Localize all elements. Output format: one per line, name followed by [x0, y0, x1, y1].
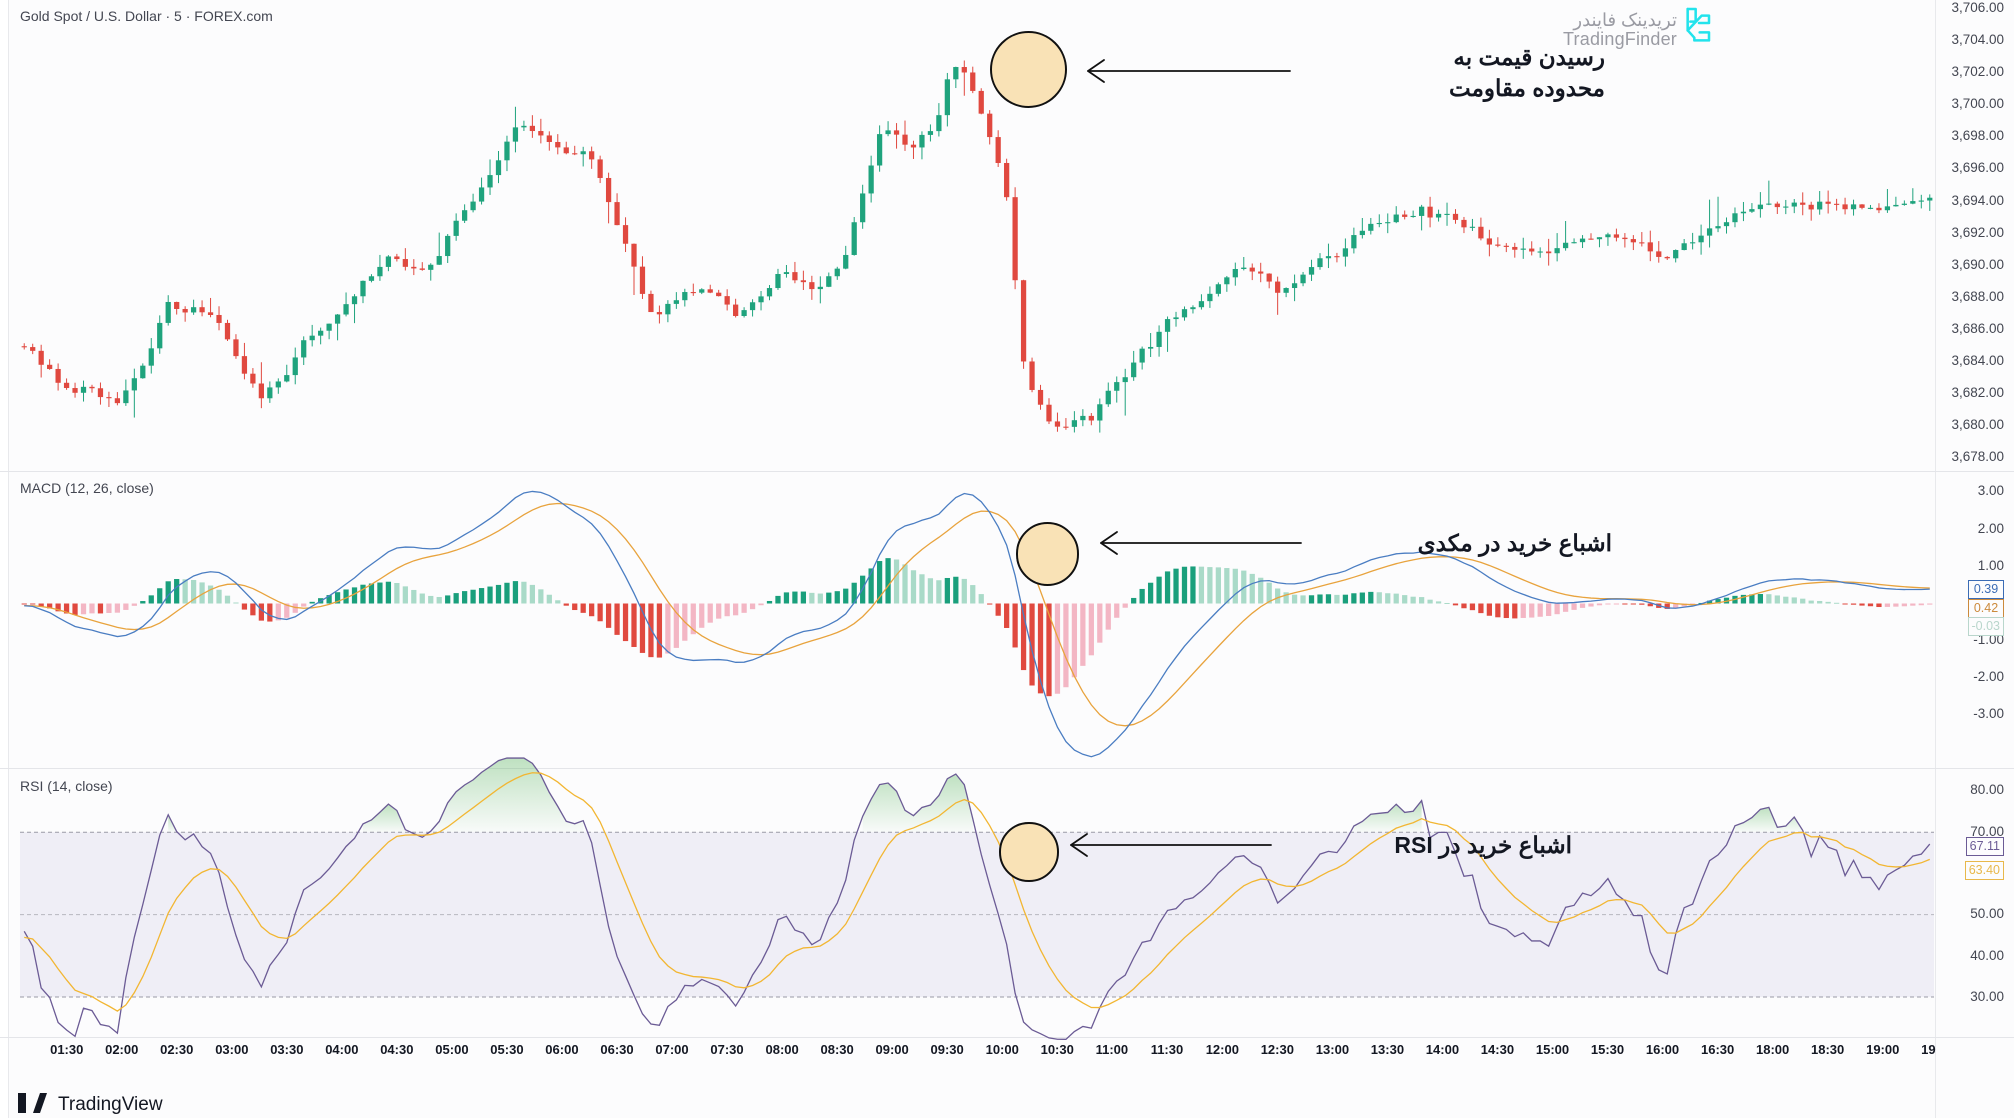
svg-text:TradingView: TradingView — [58, 1094, 163, 1115]
